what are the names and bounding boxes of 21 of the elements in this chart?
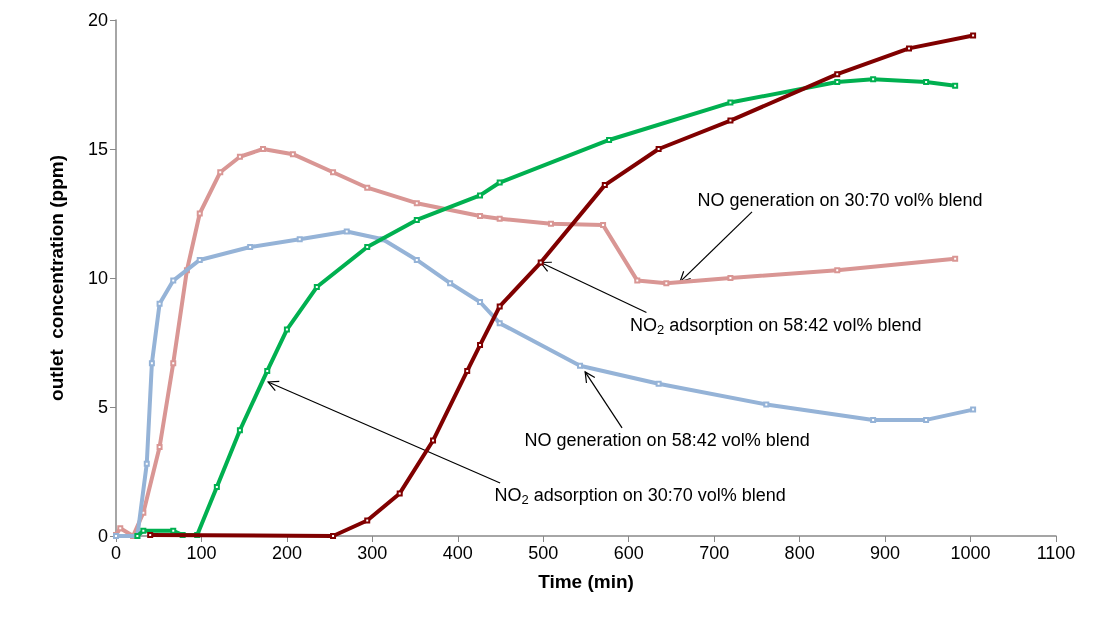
y-tick-label: 0 xyxy=(97,526,108,546)
y-tick-label: 10 xyxy=(87,268,108,288)
x-tick-label: 0 xyxy=(110,543,122,563)
y-tick-label: 15 xyxy=(87,139,108,159)
y-axis-title: outlet concentration (ppm) xyxy=(46,155,67,401)
x-tick-label: 900 xyxy=(870,543,901,563)
annotation: NO generation on 30:70 vol% blend xyxy=(697,189,983,210)
y-tick-label: 5 xyxy=(97,397,108,417)
x-tick-label: 500 xyxy=(528,543,559,563)
x-tick-label: 100 xyxy=(186,543,217,563)
x-tick-label: 1100 xyxy=(1036,543,1076,563)
x-tick-label: 700 xyxy=(699,543,730,563)
y-tick-label: 20 xyxy=(87,10,108,30)
x-tick-label: 1000 xyxy=(950,543,991,563)
x-tick-label: 400 xyxy=(442,543,473,563)
x-tick-label: 800 xyxy=(784,543,815,563)
annotation: NO generation on 58:42 vol% blend xyxy=(524,429,810,450)
x-tick-label: 600 xyxy=(613,543,644,563)
x-tick-label: 300 xyxy=(357,543,388,563)
x-axis-title: Time (min) xyxy=(538,571,634,592)
x-tick-label: 200 xyxy=(271,543,302,563)
